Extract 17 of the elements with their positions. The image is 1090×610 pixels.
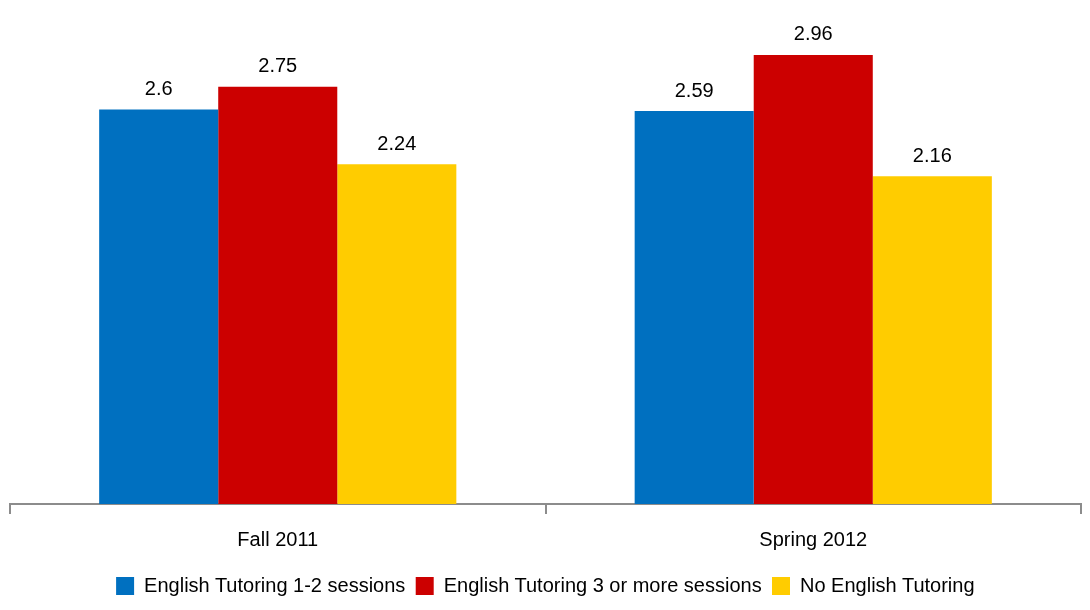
x-tick-label: Fall 2011 bbox=[237, 527, 319, 550]
x-tick-label: Spring 2012 bbox=[759, 527, 868, 550]
data-label: 2.96 bbox=[793, 22, 833, 45]
bar bbox=[337, 164, 457, 504]
data-label: 2.24 bbox=[377, 131, 417, 154]
legend-label: English Tutoring 1-2 sessions bbox=[144, 573, 406, 596]
bar bbox=[218, 86, 338, 504]
legend-label: No English Tutoring bbox=[800, 573, 975, 596]
data-label: 2.75 bbox=[258, 54, 298, 77]
bar bbox=[753, 54, 873, 504]
bar bbox=[872, 176, 992, 504]
data-label: 2.59 bbox=[674, 78, 714, 101]
data-label: 2.6 bbox=[144, 77, 173, 100]
bar bbox=[99, 109, 219, 504]
bar bbox=[634, 111, 754, 504]
data-label: 2.16 bbox=[912, 143, 952, 166]
legend-label: English Tutoring 3 or more sessions bbox=[443, 573, 762, 596]
